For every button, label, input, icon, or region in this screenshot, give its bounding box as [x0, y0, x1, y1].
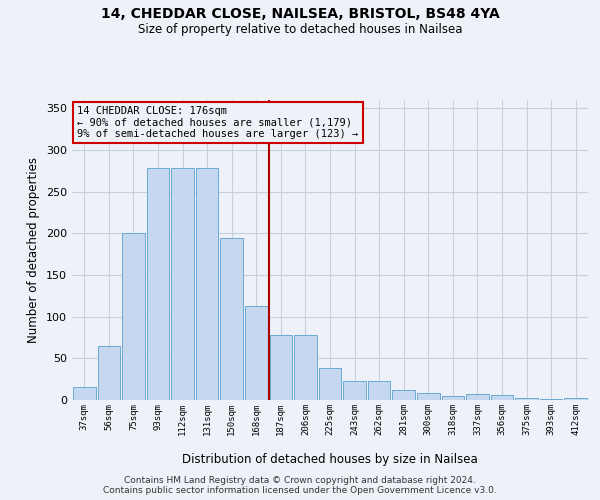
Bar [196, 168, 218, 400]
Bar [491, 395, 514, 400]
Bar [540, 399, 562, 400]
Bar [171, 168, 194, 400]
Bar [343, 381, 366, 400]
Bar [368, 381, 391, 400]
Bar [515, 398, 538, 400]
Text: 14, CHEDDAR CLOSE, NAILSEA, BRISTOL, BS48 4YA: 14, CHEDDAR CLOSE, NAILSEA, BRISTOL, BS4… [101, 8, 499, 22]
Bar [392, 390, 415, 400]
Y-axis label: Number of detached properties: Number of detached properties [28, 157, 40, 343]
Bar [122, 234, 145, 400]
Text: 14 CHEDDAR CLOSE: 176sqm
← 90% of detached houses are smaller (1,179)
9% of semi: 14 CHEDDAR CLOSE: 176sqm ← 90% of detach… [77, 106, 358, 139]
Bar [146, 168, 169, 400]
Text: Size of property relative to detached houses in Nailsea: Size of property relative to detached ho… [138, 22, 462, 36]
Text: Contains public sector information licensed under the Open Government Licence v3: Contains public sector information licen… [103, 486, 497, 495]
Bar [466, 394, 489, 400]
Bar [319, 368, 341, 400]
Bar [269, 335, 292, 400]
Bar [98, 346, 120, 400]
Bar [417, 392, 440, 400]
Text: Distribution of detached houses by size in Nailsea: Distribution of detached houses by size … [182, 452, 478, 466]
Bar [220, 238, 243, 400]
Bar [565, 398, 587, 400]
Bar [245, 306, 268, 400]
Text: Contains HM Land Registry data © Crown copyright and database right 2024.: Contains HM Land Registry data © Crown c… [124, 476, 476, 485]
Bar [294, 335, 317, 400]
Bar [73, 386, 95, 400]
Bar [442, 396, 464, 400]
